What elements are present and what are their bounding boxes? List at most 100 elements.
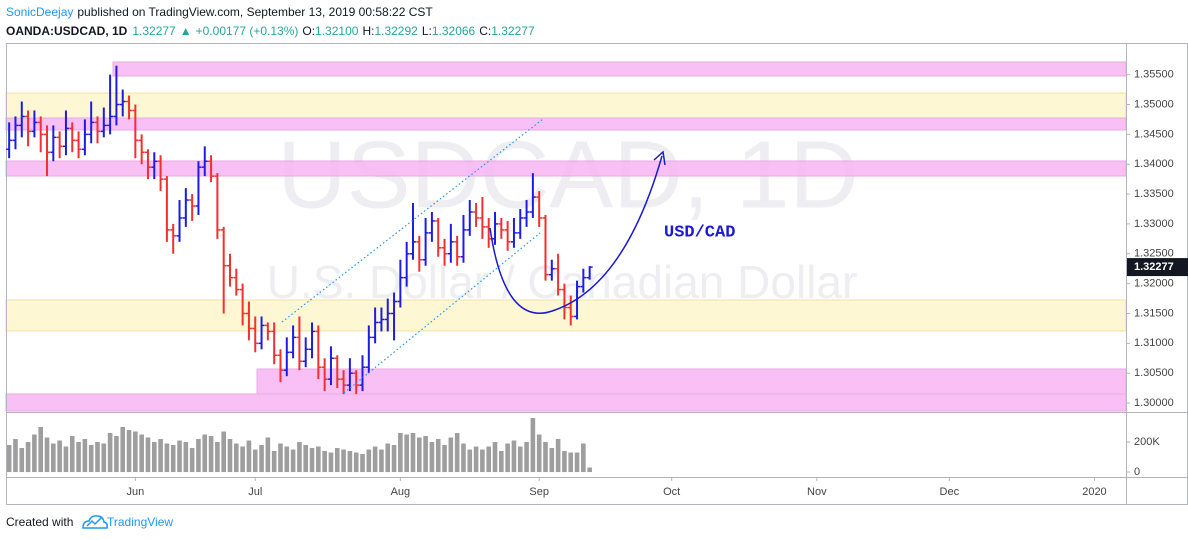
volume-bar: [429, 442, 435, 473]
x-tick-label: Jul: [248, 486, 262, 498]
legend-line: OANDA:USDCAD, 1D 1.32277 ▲ +0.00177 (+0.13%…: [6, 24, 535, 38]
volume-bar: [69, 436, 75, 473]
volume-bar: [404, 434, 409, 473]
volume-bar: [271, 451, 277, 473]
volume-bar: [189, 448, 195, 473]
ohlc-bar: [561, 283, 568, 320]
low-value: 1.32066: [432, 24, 476, 38]
ohlc-bar: [460, 214, 467, 263]
ohlc-bar: [37, 116, 44, 153]
footer-created: Created with: [6, 515, 73, 529]
ohlc-bar: [346, 358, 353, 392]
publish-line: SonicDeejay published on TradingView.com,…: [6, 5, 433, 19]
ohlc-bar: [81, 119, 88, 156]
volume-bar: [126, 430, 132, 473]
volume-bar: [145, 437, 151, 473]
ohlc-bar: [264, 322, 271, 341]
volume-bar: [511, 440, 517, 473]
volume-bar: [435, 439, 441, 473]
x-tick-label: Dec: [940, 486, 960, 498]
x-tick-label: 2020: [1082, 486, 1106, 498]
volume-bar: [164, 443, 170, 473]
ohlc-bar: [75, 131, 82, 159]
volume-bar: [139, 434, 144, 473]
volume-bar: [63, 446, 69, 473]
volume-bar: [44, 437, 50, 473]
y-tick-label: 1.30500: [1134, 367, 1174, 379]
author[interactable]: SonicDeejay: [6, 5, 73, 19]
volume-bar: [410, 433, 416, 473]
volume-bar: [309, 448, 315, 473]
ohlc-bar: [157, 155, 164, 192]
ohlc-bar: [409, 203, 416, 260]
ohlc-bar: [321, 358, 328, 392]
volume-bar: [517, 446, 523, 473]
ohlc-bar: [258, 316, 265, 350]
volume-bar: [76, 442, 81, 473]
volume-bar: [278, 443, 283, 473]
ohlc-bar: [239, 283, 246, 326]
volume-bar: [587, 467, 592, 473]
ohlc-bar: [378, 307, 385, 332]
volume-bar: [240, 446, 245, 473]
ohlc-bar: [277, 349, 284, 383]
volume-bar: [353, 452, 359, 473]
volume-bar: [265, 437, 271, 473]
volume-bar: [133, 431, 138, 473]
volume-bar: [574, 452, 580, 473]
volume-bar: [151, 442, 157, 473]
ohlc-bar: [315, 325, 322, 380]
volume-bar: [549, 448, 555, 473]
published: published on TradingView.com, September …: [77, 5, 433, 19]
open-label: O:: [302, 24, 315, 38]
ohlc-bar: [340, 370, 347, 395]
footer-brand[interactable]: TradingView: [107, 515, 173, 529]
volume-bar: [341, 449, 346, 473]
x-tick-label: Jun: [126, 486, 144, 498]
volume-bar: [568, 452, 574, 473]
volume-bar: [170, 445, 176, 473]
volume-bar: [259, 445, 264, 473]
ohlc-bar: [233, 268, 240, 296]
forecast-arrowhead: [653, 150, 666, 166]
ohlc-bar: [252, 316, 259, 353]
drawings: USD/CAD: [281, 118, 735, 394]
volume-bar: [347, 451, 353, 473]
ohlc-bar: [12, 116, 19, 150]
volume-bar: [334, 448, 340, 473]
zone: [5, 393, 1127, 412]
ohlc-bar: [182, 188, 189, 227]
ohlc-bar: [365, 325, 372, 374]
ohlc-bar: [353, 370, 360, 395]
volume-bar: [322, 451, 327, 473]
ohlc-bar: [170, 223, 177, 254]
ohlc-bar: [195, 161, 202, 215]
volume-bar: [215, 442, 220, 473]
ohlc-bar: [220, 226, 227, 314]
ohlc-bar: [428, 211, 435, 242]
y-tick-label: 1.31000: [1134, 337, 1174, 349]
ohlc-bar: [542, 214, 549, 281]
ohlc-bar: [44, 125, 51, 177]
ohlc-bar: [18, 101, 25, 138]
volume-bar: [51, 443, 56, 473]
volume-bar: [114, 436, 119, 473]
y-tick-label: 1.31500: [1134, 307, 1174, 319]
volume-bar: [32, 434, 37, 473]
volume-bar: [461, 443, 466, 473]
y-tick-label: 1.34000: [1134, 158, 1174, 170]
low-label: L:: [422, 24, 432, 38]
ohlc-bar: [245, 301, 252, 341]
forecast-curve: [489, 155, 663, 315]
ohlc-bar: [384, 298, 391, 332]
volume-bar: [82, 439, 88, 473]
y-tick-label: 1.34500: [1134, 128, 1174, 140]
volume-bar: [366, 449, 372, 473]
ohlc-bar: [144, 149, 151, 180]
ohlc-bar: [574, 280, 581, 320]
volume-bar: [252, 449, 258, 473]
last-price-label: 1.32277: [1134, 261, 1174, 273]
ohlc-bar: [359, 355, 366, 392]
x-tick-label: Aug: [391, 486, 411, 498]
